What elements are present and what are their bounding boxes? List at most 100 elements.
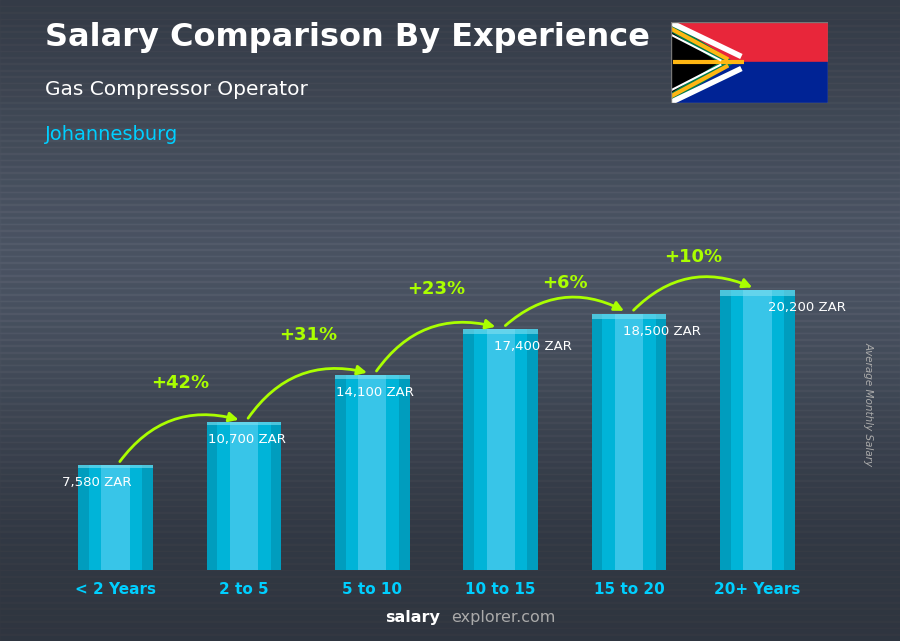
Bar [0, 403, 900, 410]
Bar [0, 615, 900, 622]
Bar [0, 102, 900, 109]
Bar [0, 333, 900, 340]
Bar [0, 410, 900, 417]
Bar [0, 422, 900, 429]
Bar [0, 499, 900, 506]
Text: 10,700 ZAR: 10,700 ZAR [208, 433, 286, 446]
Bar [0, 544, 900, 551]
Text: +31%: +31% [279, 326, 338, 344]
Bar [0, 128, 900, 135]
Bar [720, 290, 795, 296]
Bar [0, 288, 900, 295]
Bar [0, 448, 900, 455]
Bar [89, 465, 142, 570]
Bar [0, 179, 900, 186]
Bar [0, 345, 900, 353]
Bar [0, 38, 900, 45]
Text: +42%: +42% [150, 374, 209, 392]
Text: 7,580 ZAR: 7,580 ZAR [62, 476, 131, 489]
Bar [0, 487, 900, 494]
Bar [670, 63, 828, 103]
Bar [0, 76, 900, 83]
Bar [0, 63, 900, 71]
Bar [0, 474, 900, 481]
Bar [0, 204, 900, 212]
Bar [592, 313, 666, 570]
FancyArrowPatch shape [505, 297, 621, 326]
Bar [0, 294, 900, 301]
Bar [0, 608, 900, 615]
Bar [0, 583, 900, 590]
Bar [230, 422, 258, 570]
Bar [0, 31, 900, 38]
Bar [602, 313, 656, 570]
Bar [0, 307, 900, 314]
Bar [0, 224, 900, 231]
Bar [0, 519, 900, 526]
Bar [0, 0, 900, 6]
Bar [0, 570, 900, 577]
Bar [0, 628, 900, 635]
Bar [0, 371, 900, 378]
FancyArrowPatch shape [248, 367, 364, 418]
Bar [0, 217, 900, 224]
Bar [0, 429, 900, 436]
Bar [0, 506, 900, 513]
Text: Average Monthly Salary: Average Monthly Salary [863, 342, 874, 466]
Text: Gas Compressor Operator: Gas Compressor Operator [45, 80, 308, 99]
Bar [0, 185, 900, 192]
Bar [0, 358, 900, 365]
Bar [0, 51, 900, 58]
Bar [0, 172, 900, 179]
Bar [0, 378, 900, 385]
Text: Johannesburg: Johannesburg [45, 125, 178, 144]
Text: 17,400 ZAR: 17,400 ZAR [494, 340, 572, 353]
Bar [0, 512, 900, 519]
Bar [0, 160, 900, 167]
Bar [0, 12, 900, 19]
Bar [464, 329, 538, 334]
Bar [0, 211, 900, 218]
Bar [0, 384, 900, 391]
Bar [0, 576, 900, 583]
Bar [0, 281, 900, 288]
Bar [207, 422, 281, 570]
Text: salary: salary [385, 610, 440, 625]
Bar [0, 493, 900, 500]
Text: 20,200 ZAR: 20,200 ZAR [768, 301, 845, 314]
Bar [0, 320, 900, 327]
Bar [0, 301, 900, 308]
Bar [592, 313, 666, 319]
Bar [0, 442, 900, 449]
Bar [0, 275, 900, 282]
Bar [335, 374, 410, 570]
Bar [0, 70, 900, 77]
Bar [0, 147, 900, 154]
Bar [0, 198, 900, 205]
Bar [0, 416, 900, 423]
Text: +23%: +23% [408, 280, 465, 299]
Bar [0, 19, 900, 26]
Bar [358, 374, 386, 570]
Bar [731, 290, 784, 570]
Bar [615, 313, 644, 570]
Bar [0, 313, 900, 320]
Bar [0, 531, 900, 538]
Bar [0, 525, 900, 532]
Bar [670, 22, 828, 63]
Bar [0, 269, 900, 276]
Bar [0, 602, 900, 609]
Bar [0, 467, 900, 474]
Bar [0, 192, 900, 199]
Bar [0, 589, 900, 596]
Bar [0, 262, 900, 269]
Bar [0, 563, 900, 570]
Polygon shape [670, 22, 734, 103]
Bar [0, 538, 900, 545]
Bar [0, 551, 900, 558]
Bar [0, 390, 900, 397]
Bar [0, 243, 900, 250]
Bar [0, 352, 900, 359]
Bar [0, 435, 900, 442]
Bar [743, 290, 771, 570]
